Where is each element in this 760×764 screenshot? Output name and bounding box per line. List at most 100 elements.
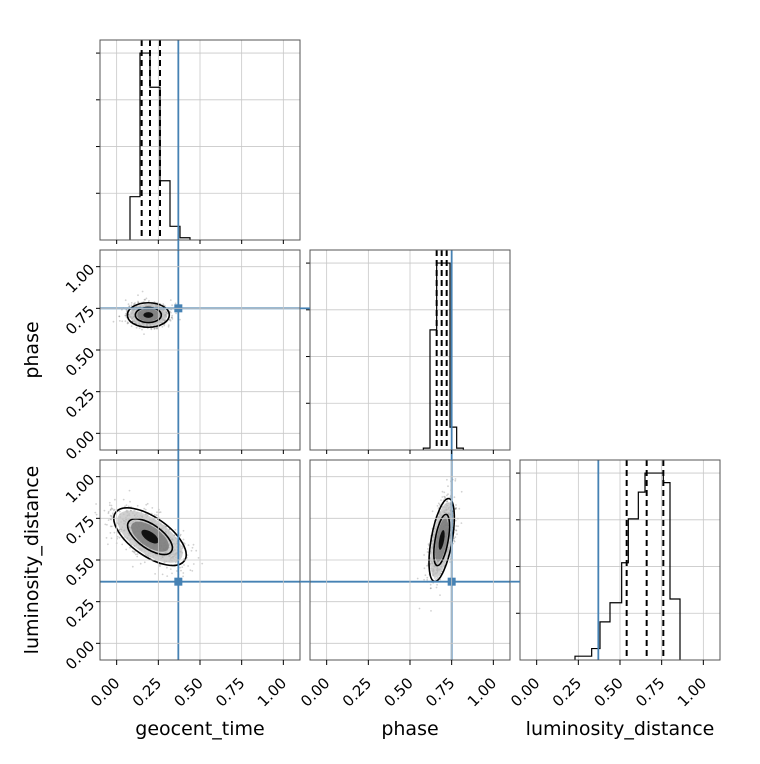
sample-point: [114, 498, 116, 501]
sample-point: [455, 507, 457, 509]
sample-point: [171, 316, 173, 319]
sample-point: [453, 539, 455, 542]
sample-point: [460, 522, 463, 524]
sample-point: [141, 290, 144, 293]
sample-point: [446, 478, 448, 481]
sample-point: [158, 563, 161, 566]
sample-point: [424, 574, 427, 577]
sample-point: [179, 540, 181, 543]
sample-point: [144, 298, 147, 301]
sample-point: [455, 529, 457, 531]
sample-point: [180, 545, 183, 547]
sample-point: [183, 564, 185, 566]
sample-point: [109, 518, 112, 521]
x-axis-label-geocent_time: geocent_time: [135, 718, 264, 740]
sample-point: [108, 504, 111, 507]
contour-outer: [126, 301, 171, 329]
sample-point: [179, 534, 182, 537]
sample-point: [454, 479, 457, 482]
x-tick-label: 1.00: [674, 674, 710, 710]
x-tick-label: 0.00: [87, 674, 123, 710]
sample-point: [453, 537, 456, 540]
sample-point: [150, 328, 153, 331]
y-tick-label: 0.00: [62, 427, 98, 463]
sample-point: [94, 511, 97, 514]
sample-point: [110, 515, 113, 517]
sample-point: [169, 318, 172, 321]
sample-point: [127, 322, 130, 324]
sample-point: [136, 555, 139, 558]
x-tick-label: 0.50: [380, 674, 416, 710]
sample-point: [109, 509, 112, 511]
sample-point: [180, 569, 182, 572]
sample-point: [190, 549, 193, 552]
y-axis-label-phase: phase: [21, 321, 43, 378]
sample-point: [454, 478, 457, 480]
x-tick-label: 1.00: [254, 674, 290, 710]
sample-point: [126, 322, 129, 325]
x-axis-label-luminosity_distance: luminosity_distance: [526, 718, 715, 740]
sample-point: [153, 328, 156, 330]
sample-point: [125, 548, 128, 551]
sample-point: [454, 507, 457, 510]
sample-point: [130, 304, 133, 307]
sample-point: [430, 610, 432, 612]
sample-point: [171, 304, 174, 307]
sample-point: [141, 328, 143, 331]
sample-point: [418, 607, 421, 610]
density-fill-core: [438, 530, 445, 550]
sample-point: [125, 309, 128, 311]
sample-point: [109, 514, 112, 517]
sample-point: [129, 500, 131, 503]
sample-point: [163, 324, 166, 327]
sample-point: [460, 490, 463, 493]
sample-point: [124, 314, 127, 317]
density-fill-core: [141, 529, 159, 544]
panel-grid-geocent_time_vs_phase: [100, 250, 300, 450]
sample-point: [111, 525, 113, 528]
sample-point: [435, 586, 438, 589]
sample-point: [436, 505, 439, 507]
sample-point: [130, 302, 133, 304]
x-tick-label: 0.25: [129, 674, 165, 710]
sample-point: [447, 493, 449, 496]
sample-point: [124, 320, 127, 323]
sample-point: [153, 327, 156, 330]
sample-point: [105, 537, 108, 539]
sample-point: [166, 575, 169, 577]
sample-point: [455, 504, 457, 506]
sample-point: [144, 508, 147, 511]
sample-point: [167, 325, 170, 328]
contour-inner: [134, 306, 163, 324]
sample-point: [159, 511, 162, 513]
sample-point: [449, 501, 452, 504]
sample-point: [455, 507, 457, 510]
sample-point: [455, 525, 458, 527]
sample-point: [156, 327, 159, 330]
sample-point: [445, 500, 448, 503]
sample-point: [426, 576, 429, 579]
sample-point: [439, 594, 441, 596]
sample-point: [109, 525, 112, 528]
sample-point: [437, 576, 440, 578]
sample-point: [127, 303, 130, 306]
x-tick-label: 0.00: [507, 674, 543, 710]
sample-point: [453, 540, 456, 543]
sample-point: [446, 500, 449, 503]
sample-point: [118, 529, 121, 531]
sample-point: [192, 543, 195, 546]
sample-point: [429, 583, 432, 586]
sample-point: [109, 532, 112, 534]
sample-point: [95, 513, 98, 516]
sample-point: [431, 510, 434, 513]
sample-point: [113, 531, 116, 534]
sample-point: [135, 326, 138, 329]
panel-grid-phase_vs_luminosity_distance: [310, 460, 510, 660]
sample-point: [131, 565, 134, 568]
sample-point: [133, 303, 135, 305]
truth-marker: [174, 577, 183, 586]
sample-point: [154, 573, 157, 575]
sample-point: [455, 529, 458, 532]
sample-point: [458, 507, 461, 510]
